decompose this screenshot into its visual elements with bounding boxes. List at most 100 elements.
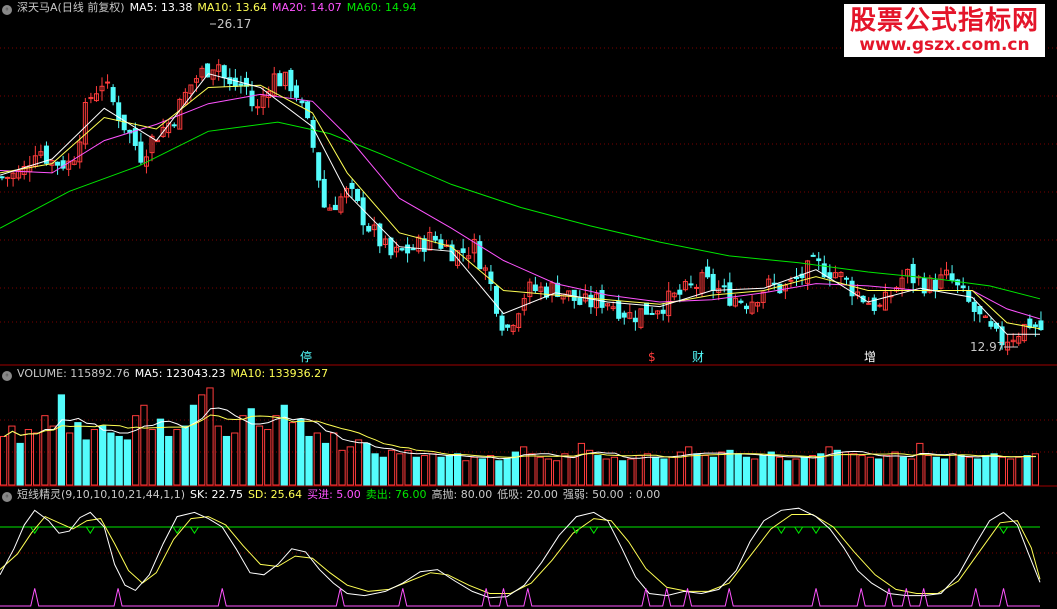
volume-bar [354, 439, 363, 486]
volume-bar [874, 458, 883, 486]
volume-bar [973, 458, 982, 486]
candle-body [455, 250, 461, 266]
watermark: 股票公式指标网 www.gszx.com.cn [843, 4, 1045, 57]
candle-body [421, 238, 427, 252]
candle-body [682, 281, 688, 291]
volume-bar [321, 442, 330, 486]
volume-bar [800, 456, 808, 486]
low-price-marker: 12.97 [970, 340, 1005, 354]
volume-bar [907, 458, 916, 486]
volume-bar [74, 422, 82, 486]
event-marker-dividend[interactable]: $ [648, 350, 656, 364]
candle-body [299, 100, 305, 104]
volume-bar [57, 394, 66, 486]
sk-label: SK: 22.75 [190, 488, 243, 501]
settings-circle-icon[interactable]: ◦ [2, 492, 12, 502]
volume-bar [858, 455, 866, 486]
candle-body [388, 237, 394, 256]
volume-bar [536, 456, 544, 486]
candle-body [693, 286, 699, 289]
candle-body [310, 119, 316, 148]
volume-bar [784, 460, 792, 486]
volume-bar [123, 439, 132, 486]
candle-body [732, 297, 738, 307]
volume-bar [272, 415, 280, 486]
volume-bar [371, 453, 379, 486]
volume-bar [198, 394, 206, 486]
candle-body [155, 139, 161, 143]
candle-body [671, 292, 677, 298]
candle-body [866, 302, 872, 305]
candle-body [616, 300, 622, 319]
buy-label: 买进: 5.00 [307, 488, 361, 501]
volume-bar [841, 451, 850, 486]
volume-bar [478, 458, 486, 486]
volume-bar [891, 451, 899, 486]
candle-body [788, 279, 794, 282]
candle-body [988, 321, 994, 327]
volume-bar [520, 446, 528, 486]
volume-bar [511, 451, 520, 486]
candle-body [999, 326, 1005, 346]
volume-bar [718, 451, 726, 486]
candle-body [382, 238, 388, 246]
settings-circle-icon[interactable]: ◦ [2, 371, 12, 381]
candle-body [882, 291, 888, 311]
event-marker-finance[interactable]: 财 [692, 350, 705, 364]
volume-bar [0, 435, 8, 486]
candle-body [749, 301, 755, 314]
volume-bar [660, 458, 668, 486]
candle-body [944, 269, 950, 276]
volume-bar [1015, 456, 1023, 486]
candle-body [327, 207, 333, 211]
sell-label: 卖出: 76.00 [365, 488, 427, 501]
settings-circle-icon[interactable]: ◦ [2, 5, 12, 15]
volume-bar [627, 458, 635, 486]
candle-body [755, 302, 761, 307]
candle-body [488, 271, 494, 285]
candle-body [982, 315, 988, 318]
ma60-line [0, 121, 1041, 300]
volume-ma5-line [3, 407, 1036, 460]
candle-body [877, 304, 883, 307]
volume-bar [726, 449, 734, 486]
candle-body [649, 312, 655, 315]
volume-bar [932, 456, 940, 486]
volume-bar [66, 432, 74, 486]
sell-signal [190, 526, 199, 535]
volume-bar [982, 455, 990, 486]
candle-body [955, 279, 961, 286]
candle-body [77, 141, 83, 163]
volume-bar [288, 422, 297, 486]
volume-bar [148, 429, 156, 486]
candle-body [777, 283, 783, 294]
volume-ma5-label: MA5: 123043.23 [134, 367, 226, 380]
volume-bar [775, 456, 784, 486]
candle-body [449, 244, 455, 262]
volume-bar [602, 458, 610, 486]
candle-body [538, 286, 544, 292]
volume-bar [594, 455, 602, 486]
volume-ma10-line [3, 414, 1036, 458]
candle-body [938, 274, 944, 289]
sell-signal [589, 526, 599, 535]
candle-body [816, 258, 822, 262]
candle-body [43, 145, 49, 164]
stock-title: 深天马A(日线 前复权) [17, 1, 125, 14]
candle-body [16, 170, 22, 179]
volume-bar [99, 425, 107, 486]
volume-bar [231, 432, 239, 486]
candle-body [688, 283, 694, 286]
volume-bar [850, 453, 858, 486]
event-marker-suspend[interactable]: 停 [300, 350, 313, 364]
volume-bar [222, 435, 231, 486]
candle-body [1010, 339, 1016, 343]
candle-body [249, 90, 255, 107]
event-marker-increase[interactable]: 增 [864, 350, 877, 364]
candle-body [505, 324, 511, 328]
candle-body [632, 317, 638, 323]
price-header: ◦ 深天马A(日线 前复权) MA5: 13.38 MA10: 13.64 MA20: … [2, 1, 421, 15]
candle-body [160, 126, 166, 137]
sell-signal [999, 526, 1008, 535]
candle-body [10, 172, 16, 179]
